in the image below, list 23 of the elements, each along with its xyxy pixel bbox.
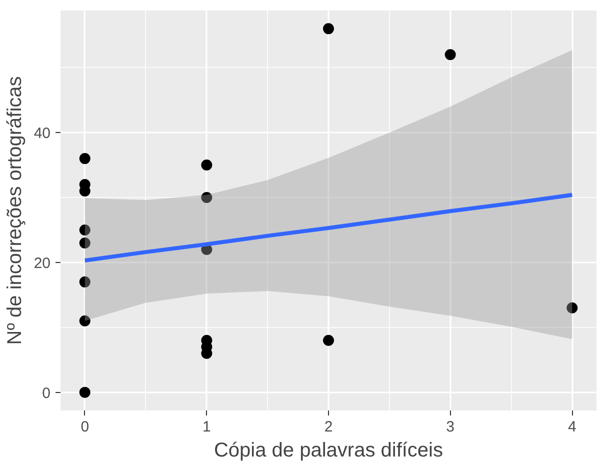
point	[79, 276, 90, 288]
point	[79, 386, 90, 398]
y-tick-label: 40	[34, 125, 51, 142]
x-tick-label: 1	[202, 418, 211, 436]
x-tick-label: 0	[80, 418, 90, 436]
point	[201, 160, 212, 171]
line-series	[82, 192, 574, 262]
point	[79, 153, 90, 164]
point	[323, 334, 334, 346]
point	[566, 302, 578, 314]
x-axis-title: Cópia de palavras difíceis	[214, 440, 444, 462]
point	[79, 224, 90, 236]
x-tick-label: 4	[568, 418, 576, 436]
x-tick-label: 3	[446, 418, 454, 436]
y-tick-label: 0	[42, 384, 50, 402]
point	[444, 49, 456, 60]
point	[79, 315, 90, 326]
point	[201, 192, 212, 204]
point	[323, 23, 334, 34]
x-tick-label: 2	[324, 418, 333, 436]
y-axis-title: Nº de incorreções ortográficas	[4, 76, 26, 345]
point	[79, 237, 90, 248]
y-tick-label: 20	[34, 254, 51, 272]
